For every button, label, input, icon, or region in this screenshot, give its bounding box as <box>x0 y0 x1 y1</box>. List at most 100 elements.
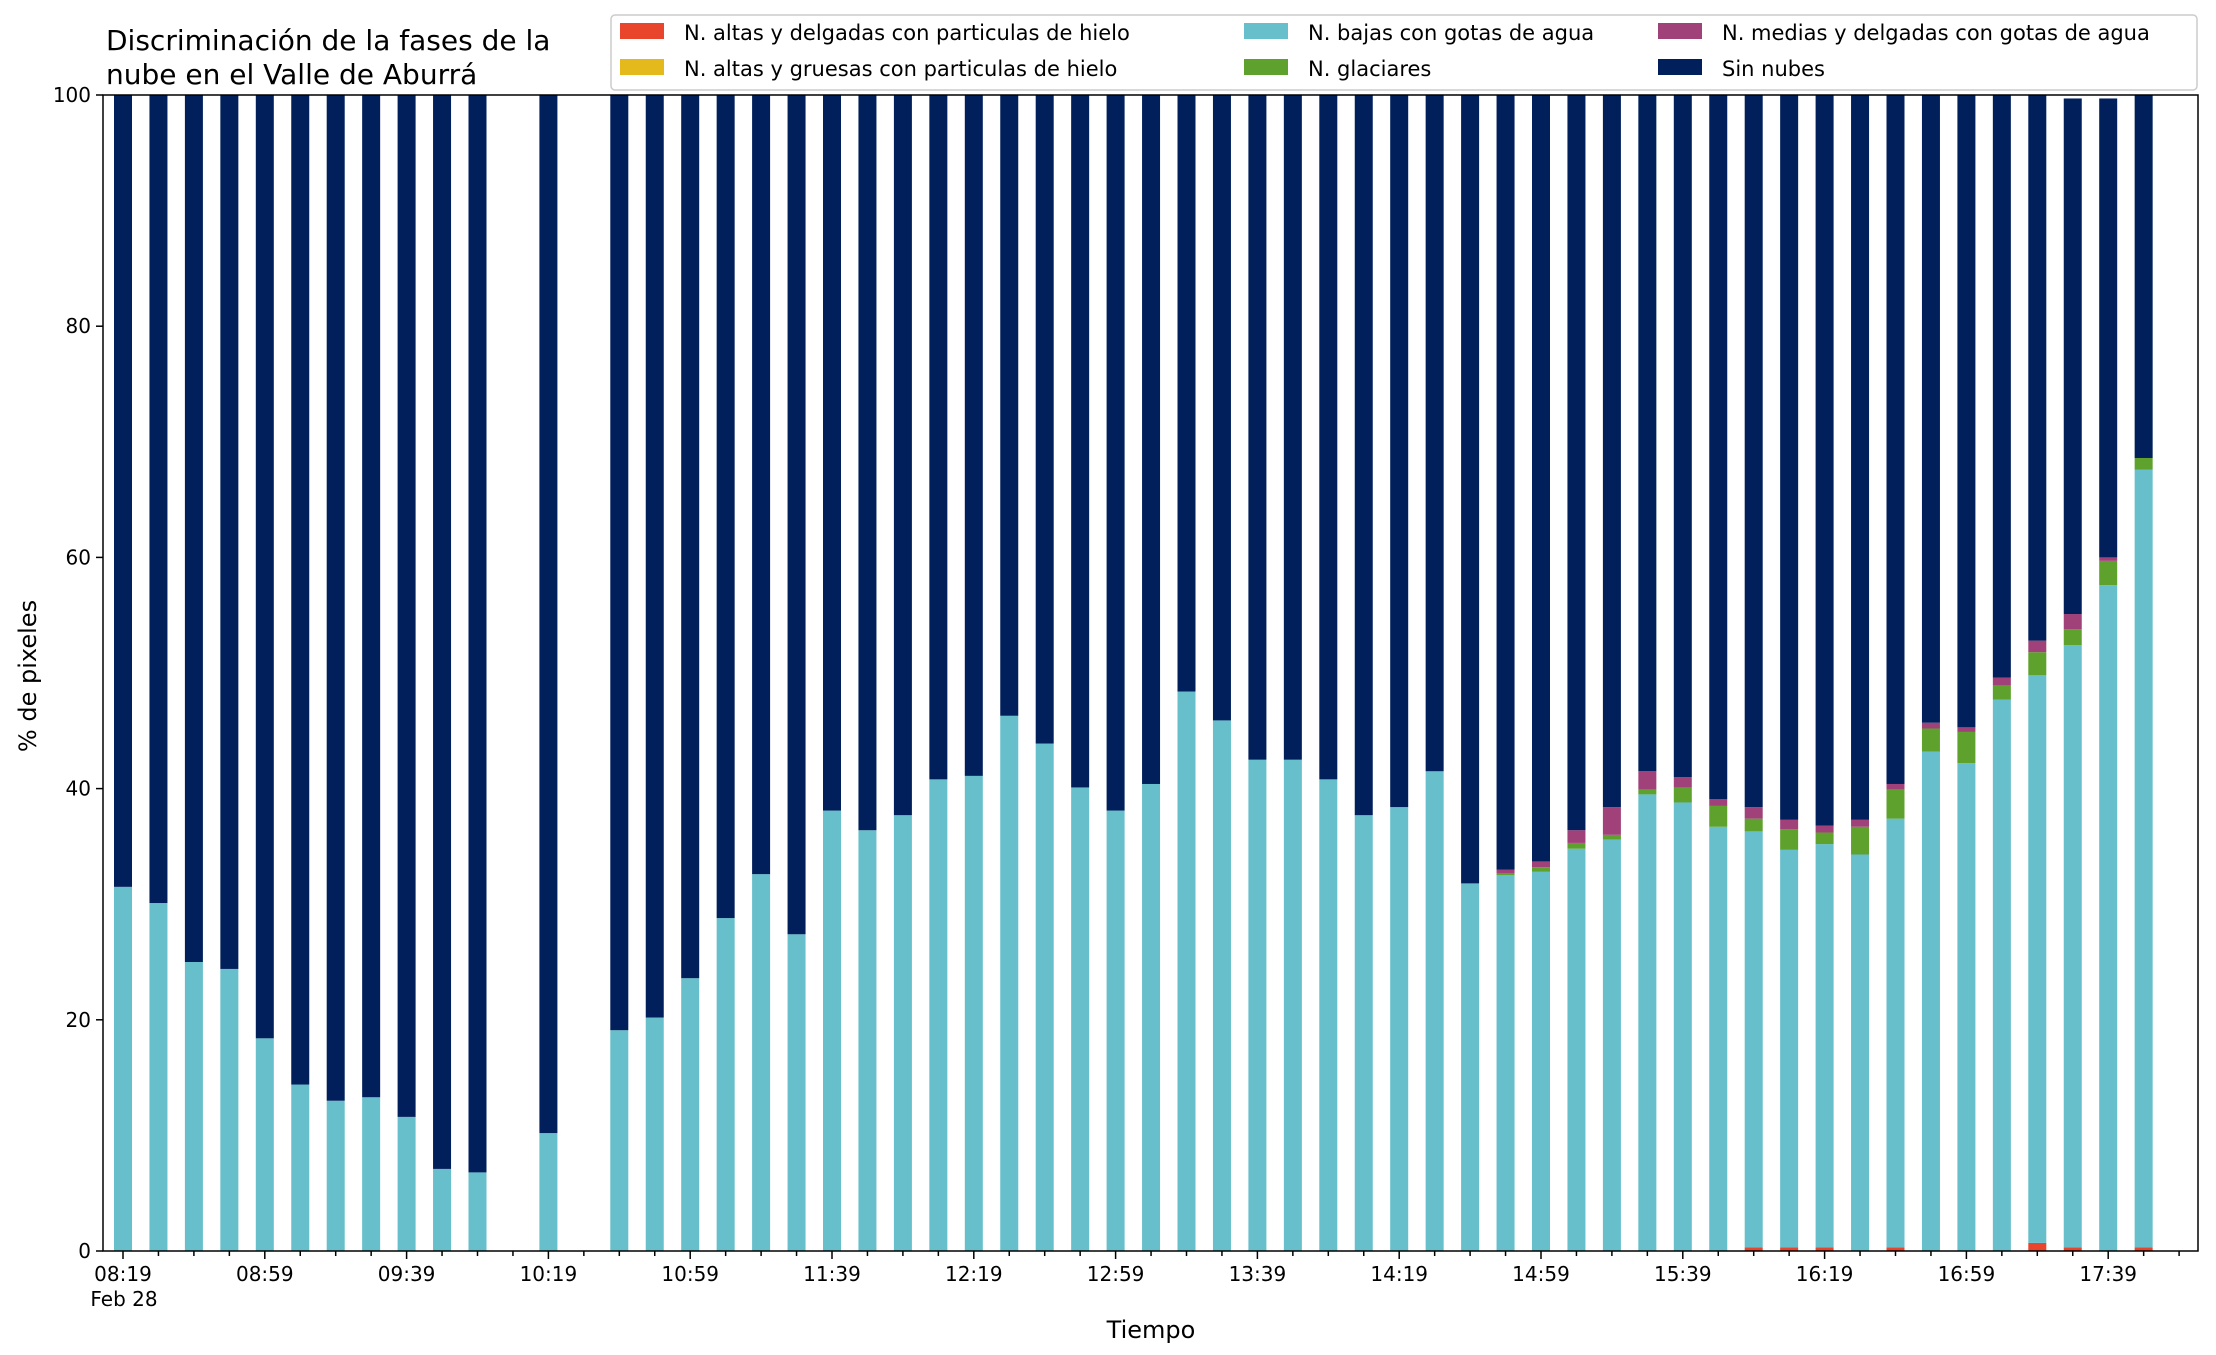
bar-segment-4-s5 <box>255 95 274 1039</box>
bar-segment-0-s5 <box>114 95 132 887</box>
bar-segment-48-s2 <box>1815 844 1834 1248</box>
chart-title-line-2: nube en el Valle de Aburrá <box>106 58 477 91</box>
bar-segment-40-s3 <box>1532 867 1550 872</box>
bar-segment-42-s5 <box>1602 95 1621 808</box>
bar-segment-52-s5 <box>1957 95 1976 728</box>
bar-segment-34-s5 <box>1319 95 1338 780</box>
bar-segment-44-s4 <box>1673 777 1692 788</box>
bar-segment-57-s5 <box>2134 95 2153 458</box>
bar-segment-50-s0 <box>1886 1247 1905 1251</box>
bar-segment-2-s2 <box>184 962 203 1251</box>
bar-segment-37-s2 <box>1425 771 1444 1251</box>
bar-segment-17-s2 <box>716 918 735 1251</box>
x-tick-label-4: 10:59 <box>661 1262 719 1286</box>
bar-segment-12-s5 <box>539 95 558 1134</box>
bar-segment-45-s3 <box>1709 805 1728 827</box>
y-tick-label-2: 40 <box>66 777 91 801</box>
bar-segment-22-s5 <box>893 95 912 816</box>
x-axis-date-label: Feb 28 <box>90 1287 157 1311</box>
bar-segment-52-s3 <box>1957 731 1976 764</box>
bar-segment-14-s5 <box>610 95 629 1031</box>
bar-segment-39-s2 <box>1496 875 1515 1251</box>
bar-segment-36-s2 <box>1390 807 1409 1251</box>
bar-segment-27-s5 <box>1071 95 1090 788</box>
bar-segment-50-s5 <box>1886 95 1905 784</box>
bar-segment-25-s2 <box>1000 715 1019 1251</box>
bar-segment-5-s5 <box>291 95 310 1085</box>
bar-segment-43-s2 <box>1638 794 1657 1251</box>
bar-segment-31-s2 <box>1212 720 1231 1251</box>
bar-segment-50-s3 <box>1886 789 1905 819</box>
bar-segment-38-s5 <box>1461 95 1480 884</box>
bar-segment-20-s5 <box>823 95 841 811</box>
axes-layer: 0 20 40 60 80 100 08:19 08:59 09:39 10:19 10:59 11:… <box>53 83 2199 1286</box>
bar-segment-30-s5 <box>1177 95 1196 692</box>
bar-segment-53-s3 <box>1992 685 2011 700</box>
bar-segment-3-s2 <box>220 968 239 1251</box>
legend-label-1: N. altas y gruesas con particulas de hie… <box>684 57 1117 81</box>
bar-segment-47-s3 <box>1780 829 1799 850</box>
x-tick-label-13: 16:59 <box>1938 1262 1996 1286</box>
bar-segment-20-s2 <box>823 810 841 1251</box>
bar-segment-54-s2 <box>2028 675 2047 1243</box>
bar-segment-43-s3 <box>1638 789 1657 795</box>
legend-label-0: N. altas y delgadas con particulas de hi… <box>684 21 1130 45</box>
x-tick-label-8: 13:39 <box>1229 1262 1287 1286</box>
bar-segment-53-s2 <box>1992 699 2011 1251</box>
bar-segment-18-s2 <box>752 874 771 1251</box>
bar-segment-9-s5 <box>433 95 452 1169</box>
legend-label-5: Sin nubes <box>1722 57 1825 81</box>
bar-segment-4-s2 <box>255 1038 274 1251</box>
bar-segment-45-s2 <box>1709 826 1728 1251</box>
bar-segment-55-s0 <box>2063 1247 2082 1251</box>
bar-segment-48-s5 <box>1815 95 1834 826</box>
legend-swatch-2 <box>1244 23 1288 39</box>
bar-segment-31-s5 <box>1212 95 1231 721</box>
bar-segment-22-s2 <box>893 815 912 1251</box>
bar-segment-56-s5 <box>2099 98 2118 558</box>
bar-segment-40-s5 <box>1532 95 1550 862</box>
bar-segment-41-s2 <box>1567 848 1586 1251</box>
bar-segment-54-s3 <box>2028 652 2047 676</box>
x-tick-label-12: 16:19 <box>1796 1262 1854 1286</box>
bar-segment-16-s2 <box>681 978 700 1251</box>
legend-box <box>610 14 2198 91</box>
legend-swatch-5 <box>1658 59 1702 75</box>
bar-segment-30-s2 <box>1177 691 1196 1251</box>
x-tick-label-14: 17:39 <box>2079 1262 2137 1286</box>
bar-segment-6-s2 <box>326 1100 345 1251</box>
x-tick-label-6: 12:19 <box>945 1262 1003 1286</box>
bar-segment-51-s3 <box>1921 728 1940 752</box>
bar-segment-43-s4 <box>1638 771 1657 790</box>
bar-segment-5-s2 <box>291 1084 310 1251</box>
bar-segment-7-s2 <box>362 1097 381 1251</box>
bar-segment-42-s2 <box>1602 839 1621 1251</box>
bar-segment-21-s2 <box>858 830 877 1251</box>
bar-segment-46-s0 <box>1744 1247 1763 1251</box>
bars-layer <box>114 95 2153 1251</box>
bar-segment-48-s3 <box>1815 832 1834 845</box>
bar-segment-55-s5 <box>2063 98 2082 615</box>
x-tick-label-0: 08:19 <box>94 1262 152 1286</box>
legend-swatch-0 <box>620 23 664 39</box>
bar-segment-54-s0 <box>2028 1242 2047 1251</box>
bar-segment-57-s3 <box>2134 457 2153 470</box>
bar-segment-2-s5 <box>184 95 203 962</box>
x-tick-label-11: 15:39 <box>1654 1262 1712 1286</box>
bar-segment-47-s2 <box>1780 849 1799 1248</box>
bar-segment-33-s5 <box>1283 95 1302 760</box>
bar-segment-49-s5 <box>1851 95 1870 820</box>
bar-segment-0-s2 <box>114 886 132 1251</box>
bar-segment-27-s2 <box>1071 787 1090 1251</box>
legend-swatch-1 <box>620 59 664 75</box>
bar-segment-39-s4 <box>1496 869 1515 873</box>
bar-segment-44-s5 <box>1673 95 1692 778</box>
y-axis-label: % de pixeles <box>14 600 42 752</box>
bar-segment-39-s5 <box>1496 95 1515 870</box>
y-tick-label-4: 80 <box>66 314 91 338</box>
bar-segment-16-s5 <box>681 95 700 979</box>
bar-segment-43-s5 <box>1638 95 1657 772</box>
bar-segment-52-s4 <box>1957 727 1976 732</box>
bar-segment-19-s5 <box>787 95 806 935</box>
